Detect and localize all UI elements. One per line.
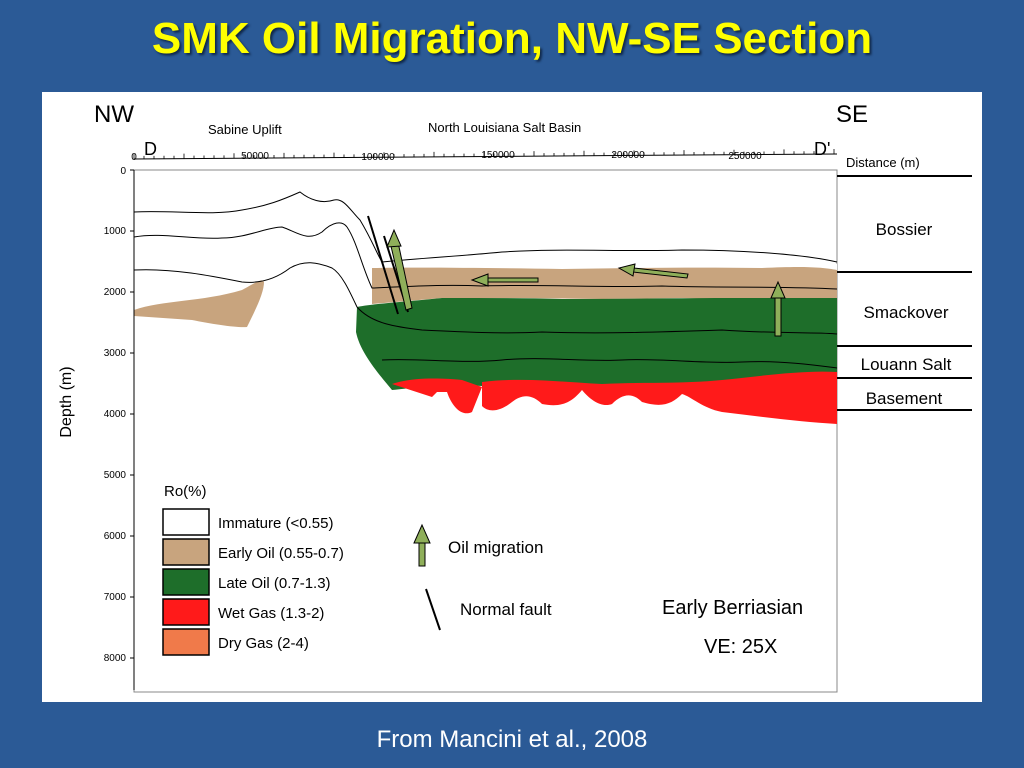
legend-swatch-late-oil [162, 568, 210, 596]
section-end-label: D' [814, 139, 830, 159]
distance-axis-label: Distance (m) [846, 155, 920, 170]
depth-tick-6000: 6000 [104, 531, 127, 542]
depth-tick-5000: 5000 [104, 470, 127, 481]
legend-swatch-immature [162, 508, 210, 536]
legend-label-late-oil: Late Oil (0.7-1.3) [218, 575, 331, 592]
legend-swatch-dry-gas [162, 628, 210, 656]
slide-title: SMK Oil Migration, NW-SE Section [151, 14, 873, 63]
depth-tick-8000: 8000 [104, 653, 127, 664]
legend-label-wet-gas: Wet Gas (1.3-2) [218, 605, 324, 622]
depth-tick-2000: 2000 [104, 287, 127, 298]
formation-louann-salt: Louann Salt [861, 355, 952, 374]
nw-label: NW [94, 101, 134, 128]
depth-tick-3000: 3000 [104, 348, 127, 359]
source-citation: From Mancini et al., 2008 [376, 726, 648, 753]
migration-arrow-left-1-head [470, 273, 489, 287]
legend-oil-migration-arrow [418, 540, 426, 567]
wet-gas-zone-2 [482, 371, 837, 424]
depth-axis-label: Depth (m) [58, 366, 75, 437]
cross-section-figure: Bossier Smackover Louann Salt Basement N… [42, 92, 982, 702]
migration-arrow-left-2-head [617, 263, 636, 277]
vertical-exaggeration-label: VE: 25X [704, 636, 777, 658]
legend-oil-migration-arrow-head [413, 523, 431, 544]
contour-line-1 [133, 191, 838, 263]
wet-gas-zone [392, 378, 482, 414]
legend-label-dry-gas: Dry Gas (2-4) [218, 635, 309, 652]
distance-tick-200000: 200000 [611, 150, 645, 161]
se-label: SE [836, 101, 868, 128]
distance-tick-250000: 250000 [728, 151, 762, 162]
formation-bossier: Bossier [876, 220, 933, 239]
legend-label-early-oil: Early Oil (0.55-0.7) [218, 545, 344, 562]
distance-tick-0: 0 [131, 152, 137, 163]
late-oil-zone [356, 298, 837, 390]
legend-swatch-wet-gas [162, 598, 210, 626]
migration-arrow-up-2-head [770, 280, 786, 299]
depth-tick-1000: 1000 [104, 226, 127, 237]
formation-smackover: Smackover [863, 303, 948, 322]
distance-tick-150000: 150000 [481, 150, 515, 161]
contour-line-4 [381, 358, 838, 369]
depth-tick-4000: 4000 [104, 409, 127, 420]
contour-line-2 [133, 222, 838, 290]
early-oil-zone [134, 280, 264, 328]
formation-basement: Basement [866, 389, 943, 408]
distance-tick-100000: 100000 [361, 152, 395, 163]
distance-axis-line [133, 153, 838, 160]
age-label: Early Berriasian [662, 597, 803, 619]
legend-swatch-early-oil [162, 538, 210, 566]
cross-section-svg: Bossier Smackover Louann Salt Basement N… [58, 101, 972, 693]
legend-normal-fault-label: Normal fault [460, 600, 552, 619]
migration-arrow-up-2 [774, 295, 782, 337]
region-north-louisiana-salt-basin: North Louisiana Salt Basin [428, 120, 581, 135]
distance-minor-ticks [133, 149, 835, 159]
legend-oil-migration-label: Oil migration [448, 538, 543, 557]
depth-ticks [130, 169, 134, 659]
region-sabine-uplift: Sabine Uplift [208, 122, 282, 137]
legend-normal-fault-line [425, 588, 441, 631]
section-start-label: D [144, 139, 157, 159]
migration-arrow-left-1 [487, 277, 539, 283]
migration-arrow-up-1-head [386, 228, 402, 248]
contour-line-3 [133, 262, 838, 335]
legend-label-immature: Immature (<0.55) [218, 515, 333, 532]
distance-tick-50000: 50000 [241, 151, 269, 162]
fault-line-1 [367, 215, 399, 315]
legend-title: Ro(%) [164, 483, 207, 500]
depth-tick-0: 0 [120, 166, 126, 177]
depth-tick-7000: 7000 [104, 592, 127, 603]
